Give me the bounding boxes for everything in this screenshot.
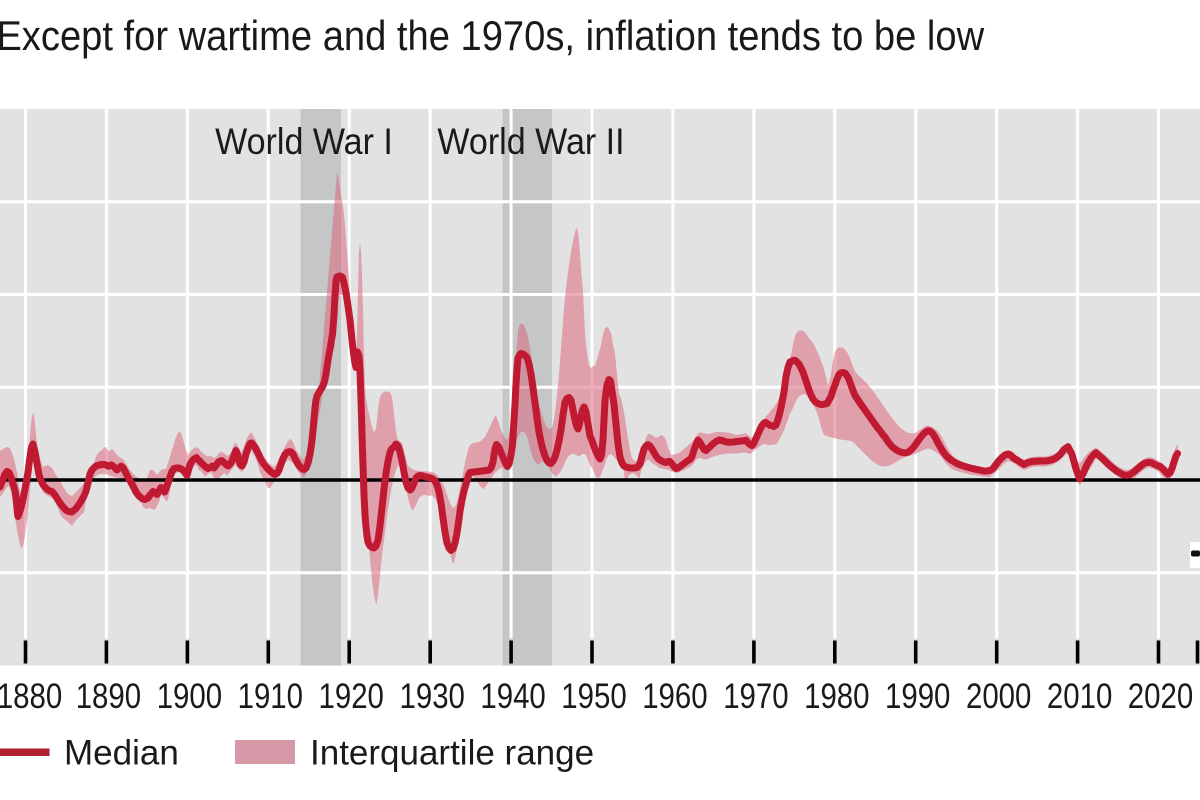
svg-text:1970: 1970 <box>723 677 788 716</box>
svg-text:Interquartile range: Interquartile range <box>310 734 594 773</box>
svg-text:1990: 1990 <box>885 677 950 716</box>
svg-text:1890: 1890 <box>76 677 141 716</box>
svg-text:Median: Median <box>64 734 179 773</box>
svg-text:1930: 1930 <box>400 677 465 716</box>
svg-text:World War I: World War I <box>215 121 393 163</box>
svg-text:1950: 1950 <box>561 677 626 716</box>
svg-text:1900: 1900 <box>157 677 222 716</box>
svg-text:2020: 2020 <box>1128 677 1193 716</box>
svg-text:1910: 1910 <box>238 677 303 716</box>
svg-text:1880: 1880 <box>0 677 62 716</box>
svg-text:2000: 2000 <box>966 677 1031 716</box>
svg-text:1940: 1940 <box>480 677 545 716</box>
svg-text:World War II: World War II <box>437 121 624 163</box>
svg-text:2010: 2010 <box>1047 677 1112 716</box>
svg-text:1980: 1980 <box>804 677 869 716</box>
svg-text:Except for wartime and the 197: Except for wartime and the 1970s, inflat… <box>0 13 985 59</box>
svg-text:1960: 1960 <box>642 677 707 716</box>
svg-text:1920: 1920 <box>319 677 384 716</box>
